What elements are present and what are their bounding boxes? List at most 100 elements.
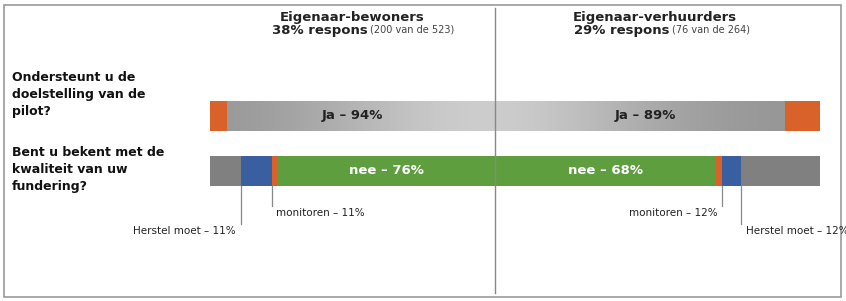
Bar: [434, 101, 435, 131]
Bar: [670, 101, 671, 131]
Bar: [360, 101, 361, 131]
Bar: [213, 101, 214, 131]
Bar: [211, 101, 212, 131]
Bar: [523, 101, 524, 131]
Bar: [702, 101, 703, 131]
Bar: [545, 101, 546, 131]
Bar: [537, 101, 538, 131]
Bar: [574, 101, 575, 131]
Bar: [240, 101, 241, 131]
Bar: [327, 101, 328, 131]
Bar: [715, 101, 716, 131]
Bar: [626, 101, 627, 131]
Bar: [566, 101, 567, 131]
Bar: [768, 101, 769, 131]
Bar: [597, 101, 598, 131]
Bar: [389, 101, 390, 131]
Bar: [676, 101, 677, 131]
Bar: [410, 101, 411, 131]
Bar: [358, 101, 359, 131]
Bar: [775, 101, 776, 131]
Bar: [347, 101, 348, 131]
Bar: [687, 101, 688, 131]
Bar: [536, 101, 537, 131]
Bar: [585, 101, 586, 131]
Bar: [522, 101, 523, 131]
Bar: [488, 101, 489, 131]
Bar: [660, 101, 661, 131]
Bar: [379, 101, 380, 131]
Bar: [457, 101, 458, 131]
Bar: [212, 101, 213, 131]
Bar: [781, 101, 782, 131]
Bar: [413, 101, 414, 131]
Bar: [640, 101, 641, 131]
Bar: [301, 101, 302, 131]
Bar: [620, 101, 621, 131]
Bar: [286, 101, 287, 131]
Bar: [514, 101, 515, 131]
Bar: [615, 101, 616, 131]
Bar: [367, 101, 368, 131]
Bar: [563, 101, 564, 131]
Bar: [280, 101, 281, 131]
Bar: [562, 101, 563, 131]
Bar: [271, 101, 272, 131]
Bar: [605, 101, 606, 131]
Bar: [738, 101, 739, 131]
Bar: [517, 101, 518, 131]
Bar: [349, 101, 350, 131]
Bar: [496, 101, 497, 131]
Bar: [282, 101, 283, 131]
Bar: [603, 101, 604, 131]
Bar: [264, 101, 265, 131]
Bar: [601, 101, 602, 131]
Bar: [754, 101, 755, 131]
Bar: [340, 101, 341, 131]
Bar: [429, 101, 430, 131]
Bar: [673, 101, 674, 131]
Bar: [557, 101, 558, 131]
Bar: [351, 101, 352, 131]
Bar: [234, 101, 235, 131]
Text: Eigenaar-verhuurders: Eigenaar-verhuurders: [573, 11, 737, 24]
Bar: [788, 101, 789, 131]
Bar: [723, 101, 724, 131]
Bar: [625, 101, 626, 131]
Bar: [222, 101, 223, 131]
Bar: [210, 101, 227, 131]
Bar: [662, 101, 663, 131]
Bar: [295, 101, 296, 131]
Bar: [793, 101, 794, 131]
Bar: [428, 101, 429, 131]
Bar: [338, 101, 339, 131]
Text: monitoren – 12%: monitoren – 12%: [629, 208, 718, 218]
Bar: [730, 101, 731, 131]
Bar: [386, 101, 387, 131]
Bar: [377, 101, 378, 131]
Bar: [794, 101, 795, 131]
Bar: [552, 101, 553, 131]
Bar: [801, 101, 802, 131]
Bar: [404, 101, 405, 131]
Bar: [235, 101, 236, 131]
Bar: [629, 101, 630, 131]
Bar: [567, 101, 568, 131]
Bar: [316, 101, 317, 131]
Bar: [241, 101, 242, 131]
Bar: [314, 101, 315, 131]
Bar: [547, 101, 548, 131]
Bar: [381, 101, 382, 131]
Bar: [647, 101, 648, 131]
Bar: [414, 101, 415, 131]
Bar: [561, 101, 562, 131]
Bar: [305, 101, 306, 131]
Text: (200 van de 523): (200 van de 523): [370, 24, 454, 34]
Bar: [792, 101, 793, 131]
Bar: [503, 101, 504, 131]
Bar: [485, 101, 486, 131]
Bar: [366, 101, 367, 131]
Bar: [275, 101, 276, 131]
Bar: [292, 101, 293, 131]
Bar: [502, 101, 503, 131]
